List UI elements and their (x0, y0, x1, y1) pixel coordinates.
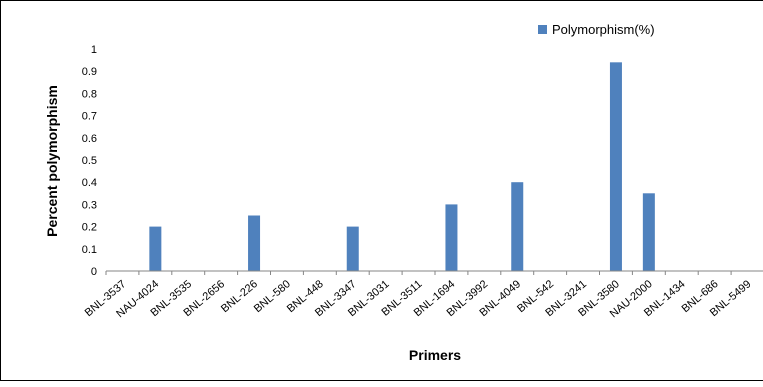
y-tick-label: 0 (91, 266, 97, 278)
y-tick-label: 0.9 (82, 66, 97, 78)
y-tick-label: 0.4 (82, 177, 97, 189)
bar (346, 226, 359, 271)
y-tick-label: 0.8 (82, 88, 97, 100)
bar (149, 226, 162, 271)
x-axis-ticks (105, 271, 732, 275)
x-axis-category-labels: BNL-3537NAU-4024BNL-3535BNL-2656BNL-226B… (83, 278, 754, 320)
y-tick-label: 0.2 (82, 222, 97, 234)
y-tick-label: 0.6 (82, 133, 97, 145)
bars (149, 62, 655, 271)
y-tick-label: 1 (91, 44, 97, 56)
legend: Polymorphism(%) (538, 22, 655, 37)
legend-label: Polymorphism(%) (552, 22, 655, 37)
bar (248, 215, 261, 271)
y-axis-ticks: 0 0.1 0.2 0.3 0.4 0.5 0.6 0.7 0.8 0.9 1 (82, 44, 97, 278)
legend-swatch (538, 25, 547, 34)
y-tick-label: 0.7 (82, 111, 97, 123)
y-axis-title: Percent polymorphism (44, 85, 60, 237)
bar (609, 62, 622, 271)
bar (642, 193, 655, 271)
bar (445, 204, 458, 271)
y-tick-label: 0.3 (82, 199, 97, 211)
x-axis-title: Primers (409, 347, 461, 363)
y-tick-label: 0.1 (82, 244, 97, 256)
y-tick-label: 0.5 (82, 155, 97, 167)
bar (511, 182, 524, 271)
